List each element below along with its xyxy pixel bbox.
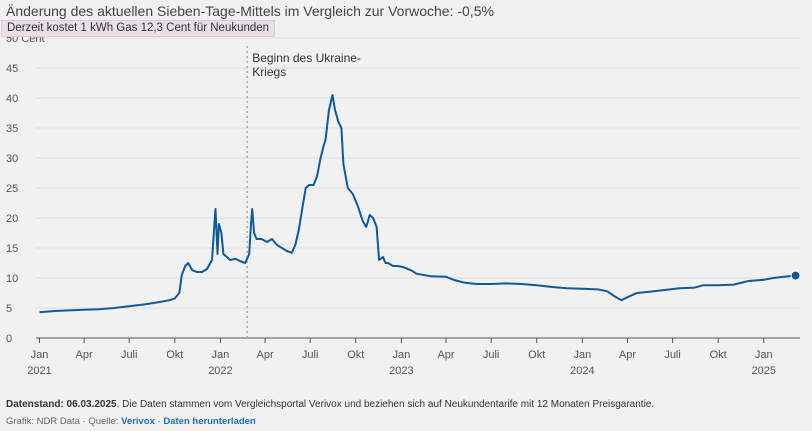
x-tick-label: Apr [619,349,636,361]
credit-separator: · [154,416,164,427]
x-tick-label: Jan [212,349,230,361]
x-tick-label: Apr [256,349,273,361]
footer-description: . Die Daten stammen vom Vergleichsportal… [116,399,655,410]
chart-title: Änderung des aktuellen Sieben-Tage-Mitte… [6,3,494,19]
series-layer [39,94,801,314]
x-tick-label: Okt [347,349,364,361]
y-tick-label: 30 [6,153,18,165]
x-tick-label: Juli [483,349,500,361]
latest-value-point[interactable] [790,270,801,281]
x-year-label: 2024 [570,365,594,377]
x-tick-label: Apr [76,349,93,361]
y-tick-label: 40 [6,93,18,105]
x-tick-label: Okt [166,349,183,361]
gas-price-series-line [39,94,796,314]
x-tick-label: Juli [664,349,681,361]
credit-text: Grafik: NDR Data · Quelle: [6,416,122,427]
x-year-label: 2023 [389,365,413,377]
x-tick-label: Jan [755,349,773,361]
footer-credit: Grafik: NDR Data · Quelle: Verivox · Dat… [6,416,256,427]
y-tick-label: 15 [6,243,18,255]
price-tooltip: Derzeit kostet 1 kWh Gas 12,3 Cent für N… [1,20,276,37]
x-tick-label: Juli [121,349,138,361]
x-tick-label: Juli [302,349,319,361]
y-tick-label: 35 [6,123,18,135]
x-tick-label: Okt [710,349,727,361]
x-axis: Jan 2021 Apr Juli Okt Jan 2022 Apr Juli Okt Jan 202… [27,338,776,377]
x-tick-label: Jan [573,349,591,361]
annotation-label: Kriegs [252,65,286,79]
y-tick-label: 45 [6,63,18,75]
y-tick-label: 5 [6,303,12,315]
footer-note: Datenstand: 06.03.2025. Die Daten stamme… [6,399,654,410]
y-tick-label: 25 [6,183,18,195]
x-year-label: 2021 [27,365,51,377]
source-link-verivox[interactable]: Verivox [121,416,155,427]
y-tick-label: 20 [6,213,18,225]
x-tick-label: Okt [528,349,545,361]
y-tick-label: 0 [6,333,12,345]
y-tick-label: 10 [6,273,18,285]
x-tick-label: Jan [31,349,49,361]
x-year-label: 2025 [752,365,776,377]
annotation-label: Beginn des Ukraine- [252,51,361,65]
x-year-label: 2022 [208,365,232,377]
download-data-link[interactable]: Daten herunterladen [163,416,256,427]
x-tick-label: Jan [393,349,411,361]
datenstand-label: Datenstand: 06.03.2025 [6,399,117,410]
x-tick-label: Apr [437,349,454,361]
annotation-layer: Beginn des Ukraine-Kriegs [246,46,361,338]
